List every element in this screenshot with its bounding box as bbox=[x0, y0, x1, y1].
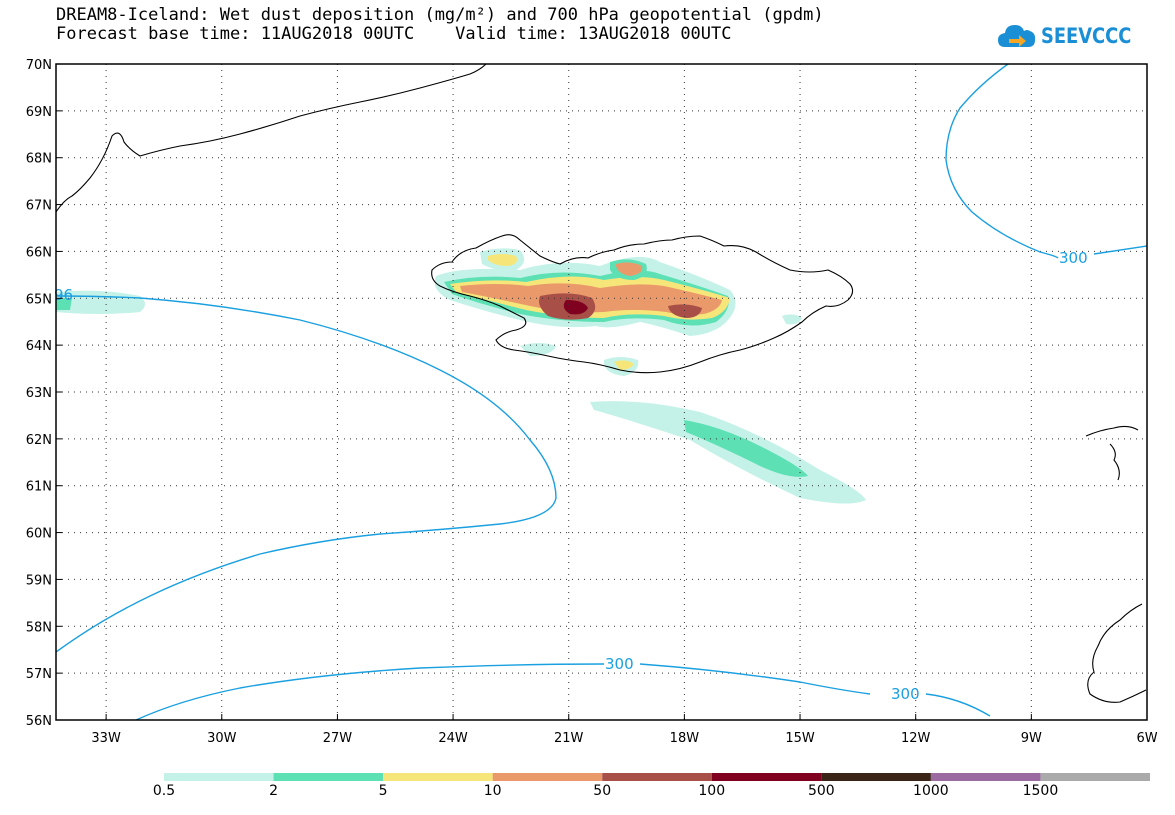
geopotential-contours bbox=[56, 64, 1147, 720]
seevccc-logo: SEEVCCC bbox=[997, 18, 1147, 54]
shade-s-patch-inner bbox=[614, 360, 634, 370]
color-scale-label: 50 bbox=[593, 783, 612, 799]
lat-tick-label: 63N bbox=[26, 386, 52, 401]
color-scale-label: 500 bbox=[807, 783, 835, 799]
lon-tick-label: 12W bbox=[901, 731, 931, 746]
coastlines bbox=[56, 64, 1147, 703]
shade-plume-light bbox=[590, 401, 866, 504]
lon-tick-label: 30W bbox=[207, 731, 237, 746]
graticule bbox=[56, 64, 1147, 720]
color-scale-segment bbox=[383, 773, 493, 781]
lat-tick-label: 57N bbox=[26, 667, 52, 682]
lat-tick-label: 68N bbox=[26, 152, 52, 167]
contour-label-west: 96 bbox=[54, 286, 73, 304]
contour-south bbox=[135, 663, 991, 720]
shade-nw-patch-inner bbox=[488, 254, 517, 266]
lon-tick-label: 21W bbox=[554, 731, 584, 746]
lon-tick-label: 24W bbox=[438, 731, 468, 746]
map-frame bbox=[55, 63, 1148, 721]
shade-iceland-darkred bbox=[563, 300, 588, 315]
lon-tick-label: 27W bbox=[323, 731, 353, 746]
lat-tick-label: 67N bbox=[26, 199, 52, 214]
contour-label-south-1: 300 bbox=[605, 655, 634, 673]
shade-plume-green bbox=[684, 420, 808, 477]
lat-tick-label: 62N bbox=[26, 433, 52, 448]
color-scale-label: 5 bbox=[378, 783, 388, 799]
cloud-arrow-icon bbox=[997, 25, 1035, 47]
title-line-2: Forecast base time: 11AUG2018 00UTC Vali… bbox=[56, 24, 732, 44]
longitude-axis: 33W 30W 27W 24W 21W 18W 15W 12W 9W 6W bbox=[91, 714, 1158, 746]
lat-tick-label: 69N bbox=[26, 105, 52, 120]
color-scale-label: 1000 bbox=[913, 783, 949, 799]
color-scale-segment bbox=[164, 773, 274, 781]
coast-greenland bbox=[56, 64, 487, 213]
color-scale-label: 100 bbox=[698, 783, 726, 799]
lat-tick-label: 59N bbox=[26, 573, 52, 588]
lat-tick-label: 66N bbox=[26, 245, 52, 260]
color-scale-segment bbox=[492, 773, 603, 781]
color-scale-segment bbox=[930, 773, 1041, 781]
title-line-1: DREAM8-Iceland: Wet dust deposition (mg/… bbox=[56, 5, 824, 25]
map-title: DREAM8-Iceland: Wet dust deposition (mg/… bbox=[56, 6, 824, 44]
dust-deposition-shading bbox=[56, 248, 866, 504]
contour-label-south-2: 300 bbox=[891, 685, 920, 703]
color-scale-segment bbox=[273, 773, 384, 781]
lat-tick-label: 64N bbox=[26, 339, 52, 354]
contour-labels: 300 300 300 96 bbox=[54, 249, 1088, 703]
coast-scotland bbox=[1087, 603, 1147, 703]
lat-tick-label: 61N bbox=[26, 480, 52, 495]
color-scale-bar bbox=[164, 773, 1150, 781]
lat-tick-label: 58N bbox=[26, 620, 52, 635]
lon-tick-label: 6W bbox=[1136, 731, 1157, 746]
color-scale-label: 1500 bbox=[1022, 783, 1059, 799]
coast-faroe-shetland bbox=[1085, 425, 1139, 481]
lon-tick-label: 15W bbox=[785, 731, 815, 746]
shade-n-patch-inner bbox=[616, 262, 643, 276]
lon-tick-label: 33W bbox=[91, 731, 121, 746]
color-scale-segment bbox=[1040, 773, 1150, 781]
lon-tick-label: 9W bbox=[1021, 731, 1042, 746]
color-scale-segment bbox=[821, 773, 931, 781]
contour-ne bbox=[945, 64, 1147, 259]
contour-west bbox=[56, 295, 557, 653]
coast-iceland bbox=[431, 234, 854, 374]
lat-tick-label: 56N bbox=[26, 714, 52, 729]
lat-tick-label: 70N bbox=[26, 58, 52, 73]
lon-tick-label: 18W bbox=[670, 731, 700, 746]
lat-tick-label: 60N bbox=[26, 527, 52, 542]
lat-tick-label: 65N bbox=[26, 292, 52, 307]
color-scale-label: 2 bbox=[269, 783, 279, 799]
color-scale-segment bbox=[711, 773, 822, 781]
shade-e-dot bbox=[782, 314, 802, 325]
latitude-axis: 70N 69N 68N 67N 66N 65N 64N 63N 62N 61N 60N 59N 58N 5… bbox=[26, 58, 62, 729]
logo-text: SEEVCCC bbox=[1040, 24, 1132, 48]
shade-west-green bbox=[56, 298, 72, 310]
color-scale-segment bbox=[602, 773, 712, 781]
color-scale-label: 0.5 bbox=[152, 783, 176, 799]
contour-label-ne: 300 bbox=[1059, 249, 1088, 267]
color-scale-label: 10 bbox=[483, 783, 502, 799]
